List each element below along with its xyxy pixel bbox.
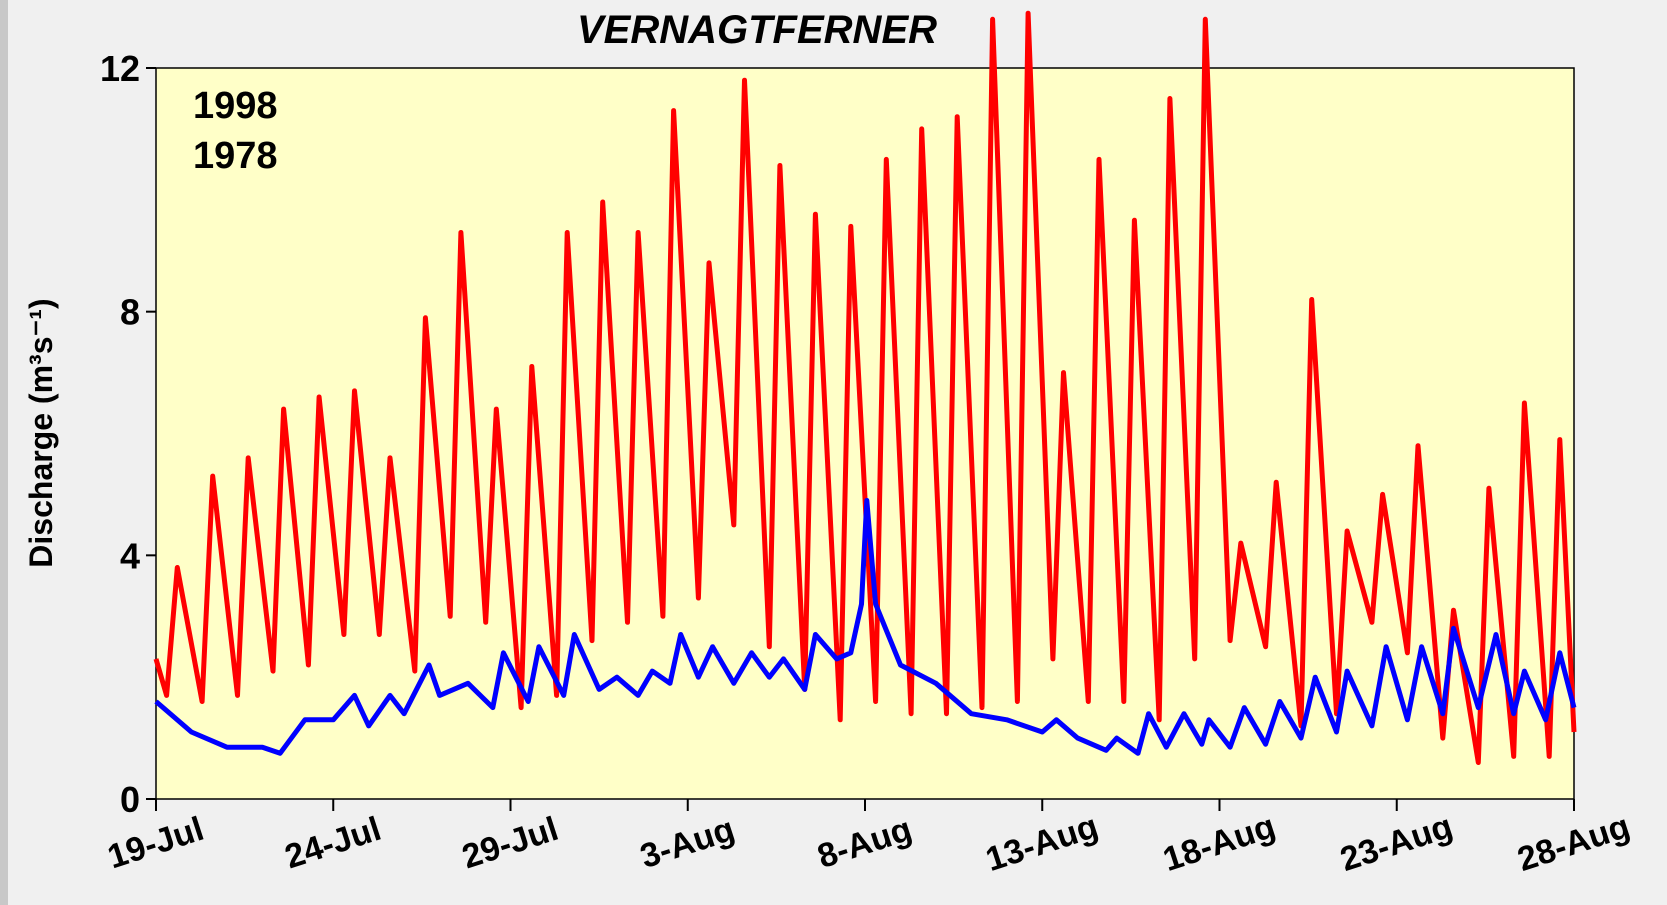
chart-title: VERNAGTFERNER [577, 8, 937, 52]
x-tick-label: 28-Aug [1513, 807, 1634, 879]
x-tick-label: 8-Aug [813, 810, 916, 876]
series-line [153, 10, 1577, 765]
x-tick-label: 13-Aug [981, 807, 1102, 879]
legend-label: 1978 [193, 135, 278, 177]
x-tick-label: 19-Jul [103, 810, 208, 877]
legend-label: 1998 [193, 85, 278, 127]
x-tick-label: 3-Aug [636, 810, 739, 876]
x-tick-label: 18-Aug [1159, 807, 1280, 879]
y-axis-label: Discharge (m³s⁻¹) [23, 298, 59, 567]
x-tick-label: 23-Aug [1336, 807, 1457, 879]
x-tick-label: 24-Jul [280, 810, 385, 877]
y-tick-label: 8 [120, 292, 140, 333]
series-line [154, 498, 1577, 756]
plot-area [155, 67, 1575, 800]
x-tick-label: 29-Jul [458, 810, 563, 877]
left-strip [0, 0, 8, 905]
y-tick-label: 0 [120, 779, 140, 820]
y-tick-label: 12 [100, 48, 140, 89]
y-tick-label: 4 [120, 535, 140, 576]
